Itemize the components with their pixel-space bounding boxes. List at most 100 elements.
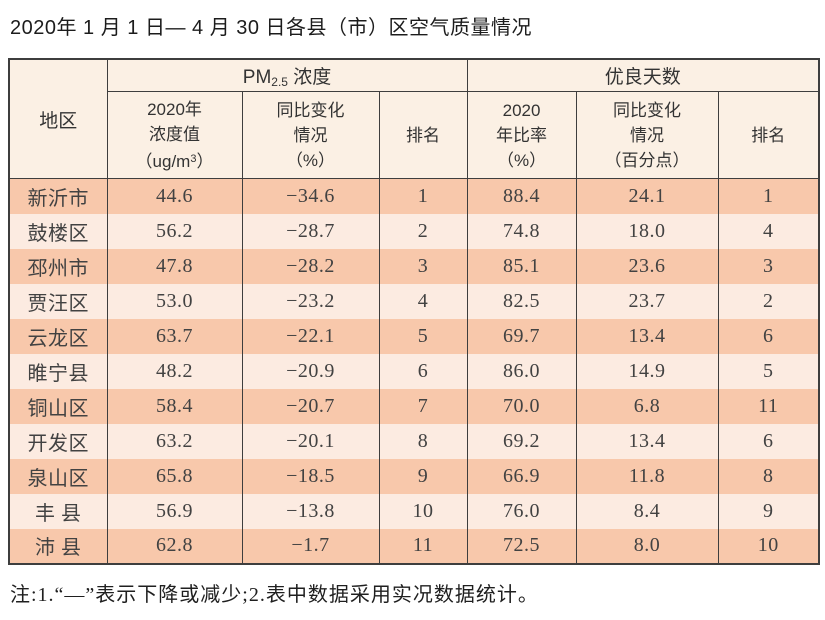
region-cell: 铜山区 [8, 388, 108, 424]
col-header-region: 地区 [8, 58, 108, 179]
good-change-cell: 13.4 [575, 318, 719, 354]
pm-change-cell: −22.1 [241, 318, 380, 354]
group-header-row: 地区 PM2.5 浓度 优良天数 [8, 58, 820, 179]
good-rank-cell: 3 [717, 248, 820, 284]
good-rank-cell: 6 [717, 318, 820, 354]
pm-change-cell: −20.7 [241, 388, 380, 424]
pm-rank-cell: 3 [378, 248, 468, 284]
good-rank-cell: 8 [717, 458, 820, 494]
pm-value-cell: 56.2 [106, 213, 243, 249]
region-cell: 云龙区 [8, 318, 108, 354]
good-change-cell: 8.0 [575, 528, 719, 564]
pm-rank-cell: 5 [378, 318, 468, 354]
table-row: 贾汪区 53.0 −23.2 4 82.5 23.7 2 [8, 283, 820, 319]
col-header-good-rate: 2020 年比率 （%） [466, 91, 577, 179]
good-change-header-line3: （百分点） [604, 150, 690, 170]
pm-value-unit-sup: 3 [190, 152, 197, 165]
page: 2020年 1 月 1 日— 4 月 30 日各县（市）区空气质量情况 地区 P… [8, 17, 821, 606]
pm-rank-cell: 2 [378, 213, 468, 249]
col-header-pm-change: 同比变化 情况 （%） [241, 91, 380, 179]
group-header-good-days: 优良天数 [466, 58, 820, 92]
group-header-pm25: PM2.5 浓度 [106, 58, 468, 92]
good-rank-cell: 11 [717, 388, 820, 424]
good-rate-cell: 86.0 [466, 353, 577, 389]
pm-change-header-line3: （%） [285, 150, 336, 170]
good-rank-cell: 4 [717, 213, 820, 249]
col-header-good-rank: 排名 [717, 91, 820, 179]
footnote: 注:1.“—”表示下降或减少;2.表中数据采用实况数据统计。 [10, 583, 539, 606]
pm-change-cell: −1.7 [241, 528, 380, 564]
pm-value-header-line1: 2020年 [147, 99, 202, 119]
table-row: 邳州市 47.8 −28.2 3 85.1 23.6 3 [8, 248, 820, 284]
good-rank-cell: 6 [717, 423, 820, 459]
pm-change-cell: −13.8 [241, 493, 380, 529]
table-body: 新沂市 44.6 −34.6 1 88.4 24.1 1 鼓楼区 56.2 −2… [8, 178, 820, 564]
pm-value-cell: 44.6 [106, 178, 243, 214]
pm-change-cell: −28.2 [241, 248, 380, 284]
pm-change-cell: −20.9 [241, 353, 380, 389]
pm-rank-cell: 7 [378, 388, 468, 424]
good-change-cell: 23.6 [575, 248, 719, 284]
pm-value-cell: 53.0 [106, 283, 243, 319]
good-rate-cell: 76.0 [466, 493, 577, 529]
pm-value-header-line3: （ug/m3） [108, 147, 242, 174]
air-quality-table: 地区 PM2.5 浓度 优良天数 2020年 浓度值 （ug/m3） 同比变化 … [8, 58, 821, 565]
good-rank-cell: 5 [717, 353, 820, 389]
pm-rank-cell: 9 [378, 458, 468, 494]
region-cell: 沛 县 [8, 528, 108, 564]
pm-value-cell: 48.2 [106, 353, 243, 389]
table-header: 地区 PM2.5 浓度 优良天数 2020年 浓度值 （ug/m3） 同比变化 … [8, 58, 820, 179]
pm-change-cell: −20.1 [241, 423, 380, 459]
pm-change-header-line1: 同比变化 [276, 100, 345, 120]
good-rate-header-line2: 年比率 [496, 125, 548, 145]
pm-change-header-line2: 情况 [293, 125, 328, 145]
region-cell: 新沂市 [8, 178, 108, 214]
good-rate-cell: 74.8 [466, 213, 577, 249]
pm-value-cell: 56.9 [106, 493, 243, 529]
pm-change-cell: −18.5 [241, 458, 380, 494]
pm-value-unit-pre: （ug/m [135, 151, 191, 171]
good-rank-cell: 10 [717, 528, 820, 564]
col-header-good-change: 同比变化 情况 （百分点） [575, 91, 719, 179]
good-change-cell: 8.4 [575, 493, 719, 529]
table-row: 开发区 63.2 −20.1 8 69.2 13.4 6 [8, 423, 820, 459]
good-rate-cell: 88.4 [466, 178, 577, 214]
pm-rank-cell: 11 [378, 528, 468, 564]
pm-value-header-line2: 浓度值 [149, 124, 200, 144]
table-row: 新沂市 44.6 −34.6 1 88.4 24.1 1 [8, 178, 820, 214]
pm-value-cell: 62.8 [106, 528, 243, 564]
region-cell: 睢宁县 [8, 353, 108, 389]
good-change-cell: 6.8 [575, 388, 719, 424]
good-change-cell: 13.4 [575, 423, 719, 459]
pm-rank-cell: 6 [378, 353, 468, 389]
table-row: 丰 县 56.9 −13.8 10 76.0 8.4 9 [8, 493, 820, 529]
pm-change-cell: −23.2 [241, 283, 380, 319]
table-row: 睢宁县 48.2 −20.9 6 86.0 14.9 5 [8, 353, 820, 389]
good-rank-cell: 9 [717, 493, 820, 529]
good-rate-cell: 82.5 [466, 283, 577, 319]
pm-value-unit-post: ） [196, 151, 214, 171]
pm-rank-cell: 10 [378, 493, 468, 529]
good-rate-cell: 69.7 [466, 318, 577, 354]
good-rate-cell: 85.1 [466, 248, 577, 284]
good-rate-header-line3: （%） [496, 150, 547, 170]
pm-change-cell: −34.6 [241, 178, 380, 214]
region-cell: 开发区 [8, 423, 108, 459]
table-row: 鼓楼区 56.2 −28.7 2 74.8 18.0 4 [8, 213, 820, 249]
good-rank-cell: 1 [717, 178, 820, 214]
pm25-label-prefix: PM [242, 67, 272, 88]
good-rate-header-line1: 2020 [502, 100, 541, 120]
good-change-cell: 18.0 [575, 213, 719, 249]
pm25-subscript: 2.5 [271, 75, 288, 89]
region-cell: 丰 县 [8, 493, 108, 529]
region-cell: 鼓楼区 [8, 213, 108, 249]
good-change-cell: 24.1 [575, 178, 719, 214]
good-change-header-line1: 同比变化 [613, 100, 682, 120]
pm-value-cell: 65.8 [106, 458, 243, 494]
table-row: 云龙区 63.7 −22.1 5 69.7 13.4 6 [8, 318, 820, 354]
table-row: 沛 县 62.8 −1.7 11 72.5 8.0 10 [8, 528, 820, 564]
page-title: 2020年 1 月 1 日— 4 月 30 日各县（市）区空气质量情况 [10, 17, 533, 39]
good-change-cell: 23.7 [575, 283, 719, 319]
region-cell: 邳州市 [8, 248, 108, 284]
pm-rank-cell: 1 [378, 178, 468, 214]
